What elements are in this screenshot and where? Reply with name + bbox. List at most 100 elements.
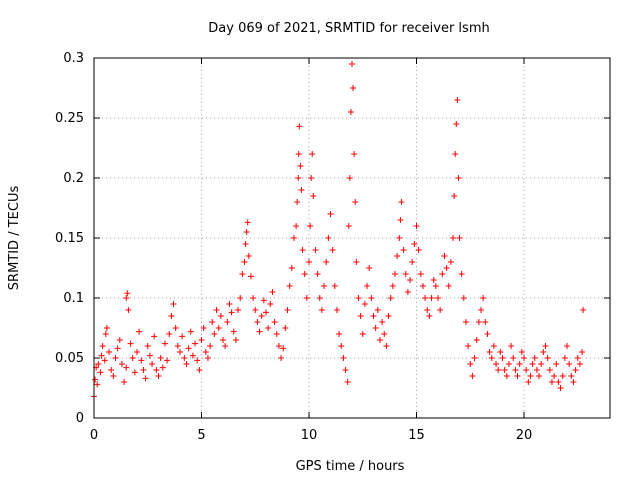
data-point: [346, 175, 353, 181]
data-point: [129, 355, 136, 361]
data-point: [372, 325, 379, 331]
data-point: [364, 283, 371, 289]
data-point: [538, 361, 545, 367]
data-point: [108, 367, 115, 373]
data-point: [294, 199, 301, 205]
data-point: [258, 313, 265, 319]
data-point: [123, 295, 130, 301]
data-point: [389, 283, 396, 289]
x-tick-label: 0: [90, 428, 98, 443]
data-point: [136, 328, 143, 335]
data-point: [92, 376, 99, 383]
data-point: [525, 379, 532, 385]
plot-frame: [93, 57, 611, 419]
data-point: [473, 337, 480, 343]
data-point: [450, 235, 457, 241]
data-point: [568, 373, 575, 379]
data-point: [123, 364, 130, 371]
data-point: [99, 343, 106, 349]
data-point: [301, 271, 308, 277]
data-point: [232, 337, 239, 343]
data-point: [187, 328, 194, 335]
data-point: [260, 297, 267, 304]
data-point: [290, 235, 297, 241]
data-point: [512, 367, 519, 373]
data-point: [196, 367, 203, 373]
data-point: [379, 319, 386, 325]
data-point: [361, 301, 368, 307]
data-point: [574, 355, 581, 361]
data-point: [478, 307, 484, 313]
data-point: [407, 277, 414, 283]
data-point: [338, 343, 345, 349]
data-point: [480, 295, 487, 301]
data-point: [381, 331, 388, 337]
data-point: [490, 343, 497, 349]
x-axis-title: GPS time / hours: [296, 459, 405, 474]
data-point: [250, 295, 257, 301]
data-point: [572, 367, 579, 373]
data-point: [284, 307, 291, 313]
data-point: [510, 355, 517, 361]
data-point: [422, 295, 429, 301]
data-point: [174, 343, 181, 349]
y-tick-label: 0.2: [63, 171, 84, 186]
data-point: [521, 355, 527, 361]
data-point: [295, 175, 302, 181]
data-point: [553, 361, 560, 367]
data-point: [127, 340, 134, 347]
data-point: [497, 349, 504, 355]
data-point: [435, 295, 441, 301]
data-point: [400, 247, 407, 253]
data-point: [177, 349, 183, 355]
data-point: [166, 331, 173, 337]
y-tick-label: 0.1: [63, 291, 84, 306]
data-point: [256, 328, 263, 335]
data-point: [347, 109, 354, 115]
data-point: [467, 361, 474, 367]
data-point: [432, 283, 439, 289]
data-point: [447, 259, 454, 265]
data-point: [441, 253, 448, 259]
data-point: [308, 175, 315, 181]
data-point: [183, 361, 190, 367]
data-point: [228, 309, 235, 316]
x-tick-label: 10: [301, 428, 318, 443]
data-point: [159, 364, 166, 371]
data-point: [350, 85, 357, 91]
x-tick-label: 20: [516, 428, 533, 443]
data-point: [293, 223, 300, 229]
y-tick-label: 0.05: [55, 351, 84, 366]
data-point: [198, 337, 205, 343]
data-point: [396, 235, 403, 241]
data-point: [265, 325, 272, 331]
chart-title: Day 069 of 2021, SRMTID for receiver lsm…: [208, 21, 489, 36]
data-point: [551, 373, 558, 379]
data-point: [275, 343, 282, 349]
data-point: [570, 379, 577, 385]
data-point: [394, 253, 401, 259]
data-point: [564, 343, 570, 349]
data-point: [559, 373, 566, 379]
data-point: [417, 271, 424, 277]
data-point: [252, 307, 259, 313]
data-point: [140, 367, 147, 373]
data-point: [411, 241, 418, 247]
data-point: [454, 97, 461, 103]
data-point: [95, 361, 102, 367]
data-point: [273, 331, 280, 337]
data-point: [451, 193, 458, 199]
data-point: [419, 283, 426, 289]
data-point: [215, 325, 222, 331]
data-point: [103, 325, 110, 331]
data-point: [437, 307, 444, 313]
data-point: [548, 379, 555, 385]
data-point: [344, 379, 351, 385]
data-point: [194, 357, 201, 364]
data-point: [561, 355, 568, 361]
data-point: [514, 373, 521, 379]
data-point: [453, 121, 460, 127]
data-point: [443, 265, 450, 271]
data-point: [121, 379, 128, 385]
data-point: [503, 373, 510, 379]
